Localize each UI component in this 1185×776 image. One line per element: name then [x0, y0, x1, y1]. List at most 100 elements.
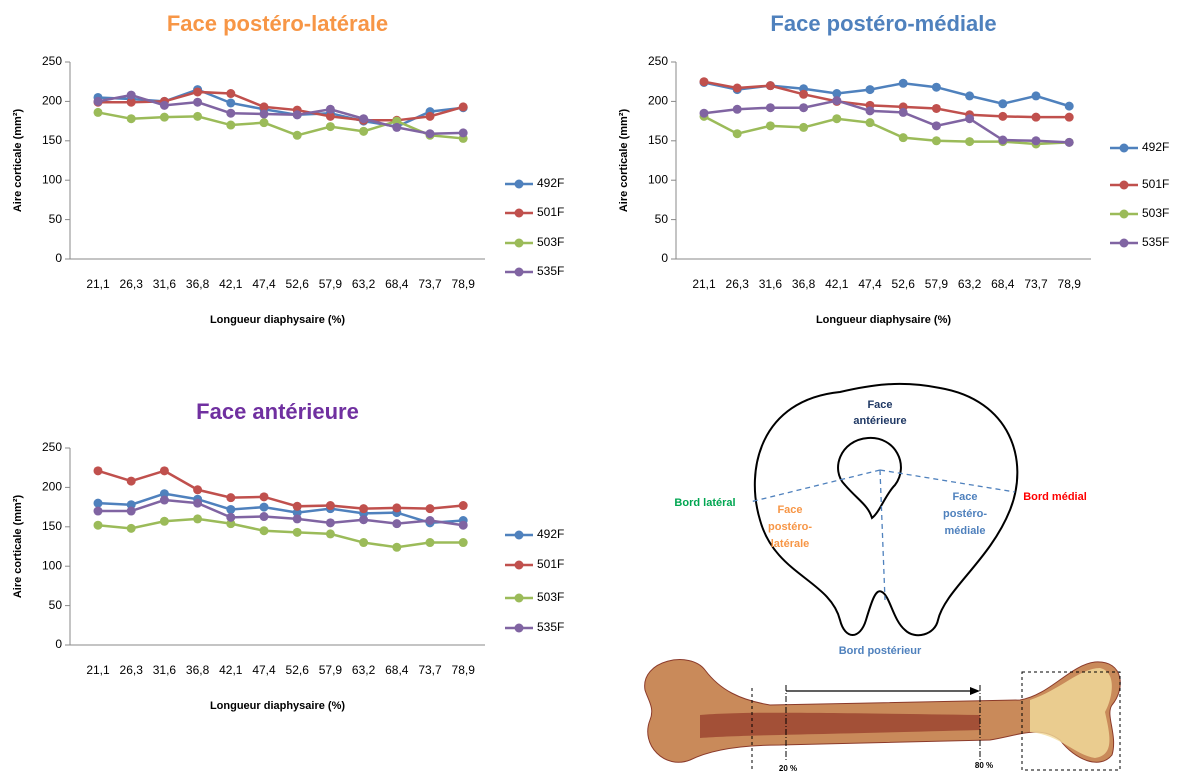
point	[425, 504, 435, 514]
legend-label: 535F	[1142, 235, 1169, 249]
series-line	[97, 93, 464, 135]
x-tick-label: 31,6	[153, 277, 177, 291]
point	[898, 107, 908, 117]
point	[425, 129, 435, 139]
y-tick-label: 250	[648, 54, 668, 68]
x-axis-label: Longueur diaphysaire (%)	[816, 314, 951, 326]
y-tick-label: 50	[49, 598, 63, 612]
point	[259, 109, 269, 119]
bone	[644, 659, 1121, 763]
point	[126, 506, 136, 516]
point	[93, 520, 103, 530]
point	[359, 126, 369, 136]
series-line	[703, 80, 1070, 119]
x-tick-label: 73,7	[418, 277, 442, 291]
point	[865, 85, 875, 95]
point	[898, 78, 908, 88]
point	[799, 103, 809, 113]
point	[226, 493, 236, 503]
chart: Face postéro-latérale 0 50 100 150 200 250 21,1…	[12, 11, 564, 326]
point	[425, 111, 435, 121]
legend-swatch	[514, 593, 524, 603]
x-tick-label: 78,9	[1058, 277, 1082, 291]
y-tick-label: 0	[55, 637, 62, 651]
bone-end	[1030, 668, 1112, 758]
point	[159, 112, 169, 122]
point	[931, 103, 941, 113]
y-tick-label: 50	[655, 212, 669, 226]
series-line	[703, 115, 1070, 146]
y-tick-label: 200	[42, 480, 62, 494]
point	[998, 99, 1008, 109]
point	[458, 102, 468, 112]
label: postéro-	[768, 521, 812, 533]
legend-label: 492F	[537, 176, 564, 190]
point	[159, 495, 169, 505]
point	[965, 137, 975, 147]
y-tick-label: 0	[55, 251, 62, 265]
point	[193, 97, 203, 107]
point	[1064, 112, 1074, 122]
point	[699, 77, 709, 87]
legend-swatch	[1119, 143, 1129, 153]
point	[359, 538, 369, 548]
x-tick-label: 73,7	[1024, 277, 1048, 291]
point	[193, 514, 203, 524]
point	[1031, 91, 1041, 101]
x-tick-label: 68,4	[991, 277, 1015, 291]
x-tick-label: 21,1	[86, 277, 110, 291]
legend-label: 503F	[1142, 206, 1169, 220]
point	[193, 485, 203, 495]
x-tick-label: 31,6	[759, 277, 783, 291]
y-tick-label: 150	[648, 133, 668, 147]
point	[226, 504, 236, 514]
point	[93, 96, 103, 106]
point	[226, 120, 236, 130]
point	[931, 136, 941, 146]
point	[458, 538, 468, 548]
series-line	[98, 90, 464, 122]
legend-swatch	[1119, 238, 1129, 248]
x-tick-label: 73,7	[418, 663, 442, 677]
y-tick-label: 200	[648, 94, 668, 108]
point	[765, 81, 775, 91]
series-line	[703, 99, 1070, 144]
point	[998, 111, 1008, 121]
x-tick-label: 52,6	[286, 663, 310, 677]
point	[1031, 136, 1041, 146]
x-tick-label: 57,9	[925, 277, 949, 291]
x-tick-label: 63,2	[352, 663, 376, 677]
x-tick-label: 42,1	[825, 277, 849, 291]
point	[193, 87, 203, 97]
y-axis-label: Aire corticale (mm²)	[12, 495, 24, 599]
point	[93, 107, 103, 117]
point	[226, 89, 236, 99]
legend-swatch	[514, 238, 524, 248]
point	[226, 519, 236, 529]
x-tick-label: 68,4	[385, 277, 409, 291]
y-tick-label: 200	[42, 94, 62, 108]
x-axis-label: Longueur diaphysaire (%)	[210, 314, 345, 326]
point	[359, 114, 369, 124]
point	[159, 466, 169, 476]
y-axis-label: Aire corticale (mm²)	[618, 109, 630, 213]
point	[193, 111, 203, 121]
point	[159, 100, 169, 110]
x-tick-label: 52,6	[286, 277, 310, 291]
label: antérieure	[853, 415, 906, 427]
point	[126, 97, 136, 107]
x-tick-label: 26,3	[726, 277, 750, 291]
legend-label: 503F	[537, 235, 564, 249]
point	[799, 89, 809, 99]
section-lines	[749, 469, 1016, 601]
x-tick-label: 36,8	[792, 277, 816, 291]
legend-swatch	[514, 623, 524, 633]
point	[226, 108, 236, 118]
arrow-head	[970, 687, 980, 695]
point	[259, 502, 269, 512]
point	[732, 83, 742, 93]
label: Bord médial	[1023, 491, 1087, 503]
point	[126, 114, 136, 124]
point	[325, 122, 335, 132]
